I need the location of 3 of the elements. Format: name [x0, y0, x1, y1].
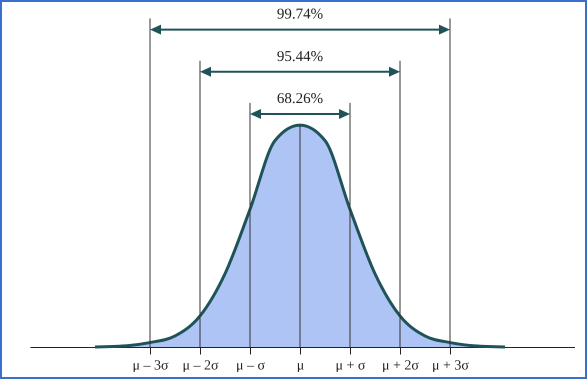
text: 95.44%: [276, 48, 324, 65]
text: 99.74%: [276, 6, 324, 23]
text: 68.26%: [276, 90, 324, 107]
